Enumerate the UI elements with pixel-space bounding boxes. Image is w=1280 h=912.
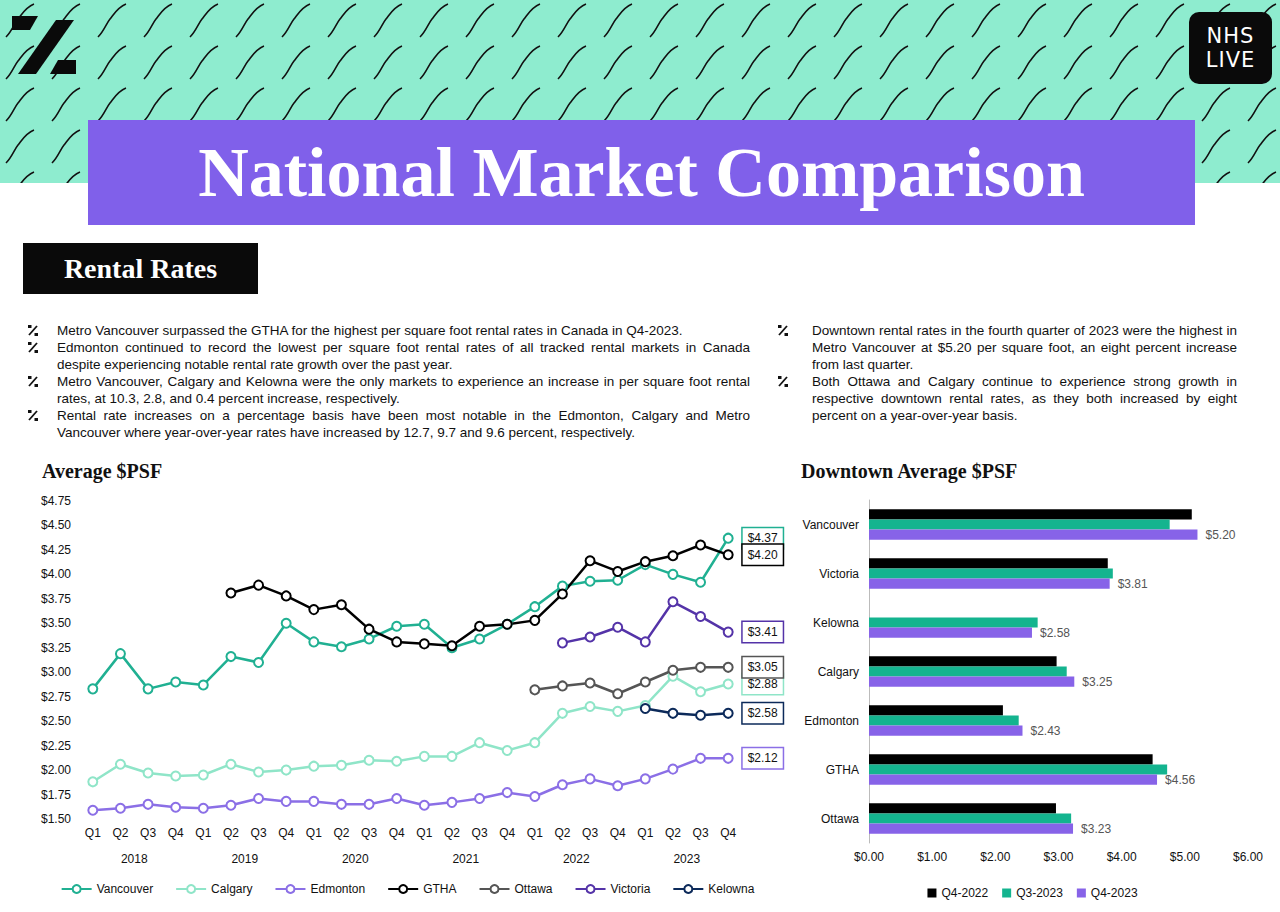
svg-text:$3.50: $3.50 [41, 616, 71, 630]
svg-text:$2.58: $2.58 [748, 706, 778, 720]
svg-text:$2.00: $2.00 [41, 763, 71, 777]
svg-text:$4.50: $4.50 [41, 518, 71, 532]
svg-text:Q2: Q2 [223, 826, 239, 840]
svg-text:Q1: Q1 [85, 826, 101, 840]
svg-text:Edmonton: Edmonton [804, 714, 859, 728]
svg-text:$0.00: $0.00 [854, 850, 884, 864]
svg-text:2023: 2023 [673, 852, 700, 866]
svg-text:Downtown Average $PSF: Downtown Average $PSF [801, 460, 1017, 483]
svg-text:$4.75: $4.75 [41, 494, 71, 508]
svg-text:2021: 2021 [452, 852, 479, 866]
svg-text:Victoria: Victoria [819, 567, 859, 581]
html-text:Metro Vancouver surpassed the: Metro Vancouver surpassed the GTHA for t… [57, 323, 683, 338]
svg-text:Q3: Q3 [251, 826, 267, 840]
html-text:Both Ottawa and Calgary contin: Both Ottawa and Calgary continue to expe… [812, 374, 1237, 423]
svg-text:Average $PSF: Average $PSF [42, 460, 162, 483]
svg-text:$3.25: $3.25 [1082, 675, 1112, 689]
svg-text:Q2: Q2 [444, 826, 460, 840]
svg-text:Q3: Q3 [472, 826, 488, 840]
svg-text:Q2: Q2 [665, 826, 681, 840]
svg-text:$4.00: $4.00 [1107, 850, 1137, 864]
svg-text:$4.25: $4.25 [41, 543, 71, 557]
svg-text:$3.75: $3.75 [41, 592, 71, 606]
svg-text:$3.25: $3.25 [41, 641, 71, 655]
svg-text:$2.50: $2.50 [41, 714, 71, 728]
svg-text:Kelowna: Kelowna [708, 882, 754, 896]
svg-text:Q1: Q1 [416, 826, 432, 840]
svg-text:Edmonton: Edmonton [310, 882, 365, 896]
svg-text:Q1: Q1 [195, 826, 211, 840]
svg-text:$1.00: $1.00 [917, 850, 947, 864]
svg-text:Q3: Q3 [140, 826, 156, 840]
svg-text:Q4-2023: Q4-2023 [1091, 886, 1138, 900]
svg-text:Q1: Q1 [306, 826, 322, 840]
svg-text:Q4-2022: Q4-2022 [941, 886, 988, 900]
svg-text:Q4: Q4 [168, 826, 184, 840]
svg-text:Q4: Q4 [720, 826, 736, 840]
svg-text:$2.25: $2.25 [41, 739, 71, 753]
svg-text:$3.00: $3.00 [41, 665, 71, 679]
svg-text:2019: 2019 [231, 852, 258, 866]
svg-text:Q3: Q3 [361, 826, 377, 840]
svg-text:$5.00: $5.00 [1170, 850, 1200, 864]
svg-text:$2.75: $2.75 [41, 690, 71, 704]
svg-text:$1.50: $1.50 [41, 812, 71, 826]
svg-text:GTHA: GTHA [423, 882, 456, 896]
svg-text:$3.00: $3.00 [1043, 850, 1073, 864]
svg-text:$4.20: $4.20 [748, 548, 778, 562]
svg-text:Q4: Q4 [278, 826, 294, 840]
svg-text:2020: 2020 [342, 852, 369, 866]
svg-text:Ottawa: Ottawa [515, 882, 553, 896]
svg-text:$3.23: $3.23 [1081, 822, 1111, 836]
svg-text:Q4: Q4 [610, 826, 626, 840]
svg-text:$3.41: $3.41 [748, 625, 778, 639]
svg-text:$5.20: $5.20 [1205, 528, 1235, 542]
svg-text:Q1: Q1 [527, 826, 543, 840]
svg-text:Q2: Q2 [333, 826, 349, 840]
svg-text:Ottawa: Ottawa [821, 812, 859, 826]
html-text:Edmonton continued to record t: Edmonton continued to record the lowest … [57, 340, 750, 372]
svg-text:GTHA: GTHA [826, 763, 859, 777]
svg-text:$1.75: $1.75 [41, 788, 71, 802]
html-text:NHS: NHS [1206, 24, 1255, 48]
svg-text:Q3: Q3 [693, 826, 709, 840]
svg-text:$3.81: $3.81 [1118, 577, 1148, 591]
html-text:LIVE: LIVE [1205, 48, 1256, 72]
svg-text:Vancouver: Vancouver [97, 882, 153, 896]
svg-text:$2.88: $2.88 [748, 677, 778, 691]
svg-text:$3.05: $3.05 [748, 660, 778, 674]
svg-text:Victoria: Victoria [611, 882, 651, 896]
svg-text:$2.12: $2.12 [748, 751, 778, 765]
html-text:National Market Comparison: National Market Comparison [198, 133, 1085, 211]
svg-text:Calgary: Calgary [818, 665, 859, 679]
svg-text:$4.56: $4.56 [1165, 773, 1195, 787]
html-text:Metro Vancouver, Calgary and K: Metro Vancouver, Calgary and Kelowna wer… [57, 374, 750, 406]
svg-text:Q2: Q2 [112, 826, 128, 840]
svg-text:Q4: Q4 [389, 826, 405, 840]
svg-text:Kelowna: Kelowna [813, 616, 859, 630]
svg-text:$4.37: $4.37 [748, 531, 778, 545]
svg-text:Q1: Q1 [637, 826, 653, 840]
html-text:Downtown rental rates in the f: Downtown rental rates in the fourth quar… [812, 323, 1237, 372]
svg-text:Q3-2023: Q3-2023 [1016, 886, 1063, 900]
svg-text:Vancouver: Vancouver [803, 518, 859, 532]
svg-text:$2.00: $2.00 [980, 850, 1010, 864]
svg-text:$2.58: $2.58 [1040, 626, 1070, 640]
html-text:Rental Rates: Rental Rates [63, 252, 218, 284]
svg-text:Calgary: Calgary [211, 882, 252, 896]
svg-text:Q4: Q4 [499, 826, 515, 840]
svg-text:$6.00: $6.00 [1233, 850, 1263, 864]
svg-text:$2.43: $2.43 [1030, 724, 1060, 738]
svg-text:Q3: Q3 [582, 826, 598, 840]
svg-text:2018: 2018 [121, 852, 148, 866]
svg-text:2022: 2022 [563, 852, 590, 866]
html-text:Rental rate increases on a per: Rental rate increases on a percentage ba… [57, 408, 750, 440]
svg-text:Q2: Q2 [554, 826, 570, 840]
svg-text:$4.00: $4.00 [41, 567, 71, 581]
